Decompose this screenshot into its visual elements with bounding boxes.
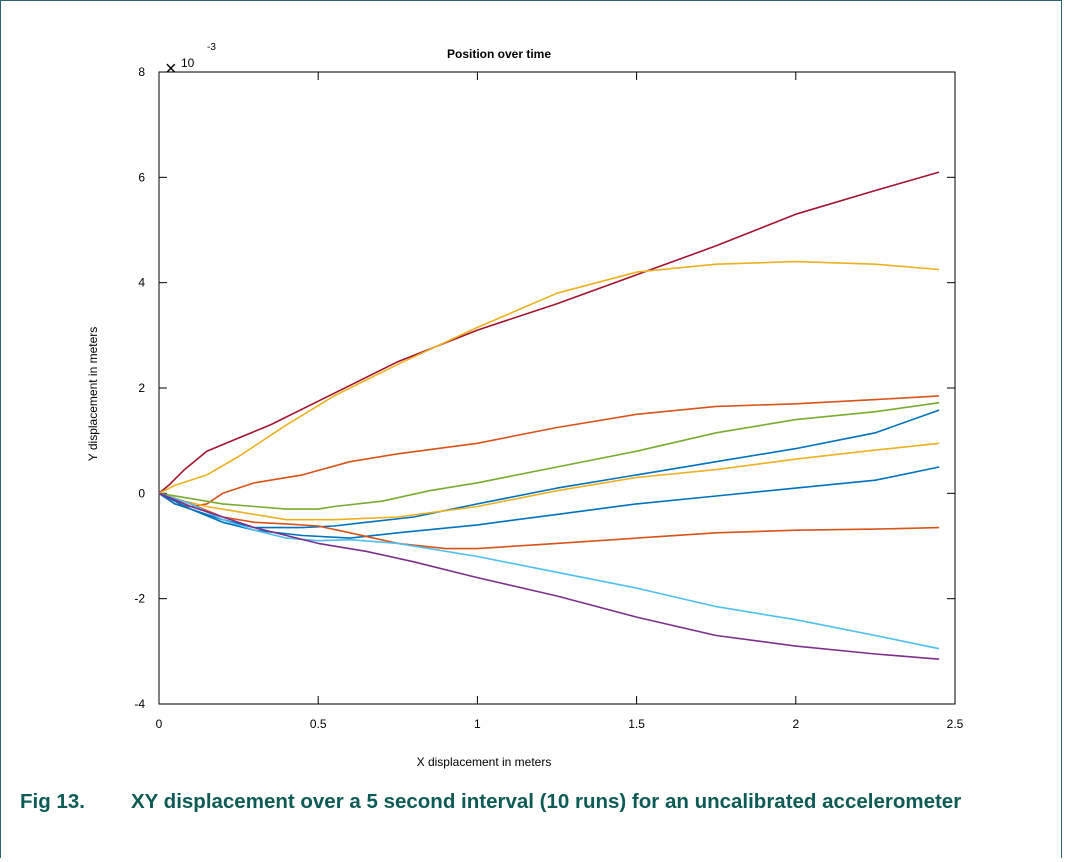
x-tick-label: 1.5: [628, 717, 645, 731]
series-line-1: [158, 171, 940, 494]
y-tick-label: 8: [138, 65, 145, 79]
y-tick-label: -2: [134, 592, 145, 606]
chart-title: Position over time: [447, 47, 551, 61]
x-axis-label: X displacement in meters: [417, 755, 552, 769]
series-line-4: [158, 401, 940, 510]
x-tick-label: 2: [792, 717, 799, 731]
figure-caption: Fig 13. XY displacement over a 5 second …: [20, 788, 1050, 815]
x-tick-label: 0.5: [310, 717, 327, 731]
y-tick-label: 0: [138, 486, 145, 500]
plot-area: 0 0.5 1 1.5 2 2.5 -4 -2 0 2 4 6 8: [134, 65, 963, 731]
series-line-2: [158, 260, 940, 495]
series-line-9: [158, 492, 940, 650]
y-exponent-label: × 10 -3: [165, 42, 216, 80]
series-line-6: [158, 442, 940, 521]
x-tick-label: 2.5: [947, 717, 964, 731]
y-axis-label: Y displacement in meters: [86, 327, 100, 462]
y-exponent-power: -3: [207, 42, 216, 53]
svg-text:×: ×: [165, 58, 177, 80]
chart: Position over time × 10 -3 0 0.5 1 1.5 2 2.5 -…: [86, 42, 964, 769]
series-line-8: [158, 492, 940, 550]
series-line-5: [158, 409, 940, 529]
series-line-7: [158, 466, 940, 539]
x-tick-label: 1: [474, 717, 481, 731]
plot-box: [158, 71, 956, 705]
x-tick-label: 0: [156, 717, 163, 731]
figure-caption-text: XY displacement over a 5 second interval…: [131, 790, 962, 813]
y-tick-label: 2: [138, 381, 145, 395]
y-tick-label: 6: [138, 170, 145, 184]
y-tick-label: 4: [138, 276, 145, 290]
figure-number: Fig 13.: [20, 790, 85, 813]
series-line-10: [158, 492, 940, 660]
y-tick-label: -4: [134, 697, 145, 711]
y-exponent-base: 10: [181, 56, 195, 70]
